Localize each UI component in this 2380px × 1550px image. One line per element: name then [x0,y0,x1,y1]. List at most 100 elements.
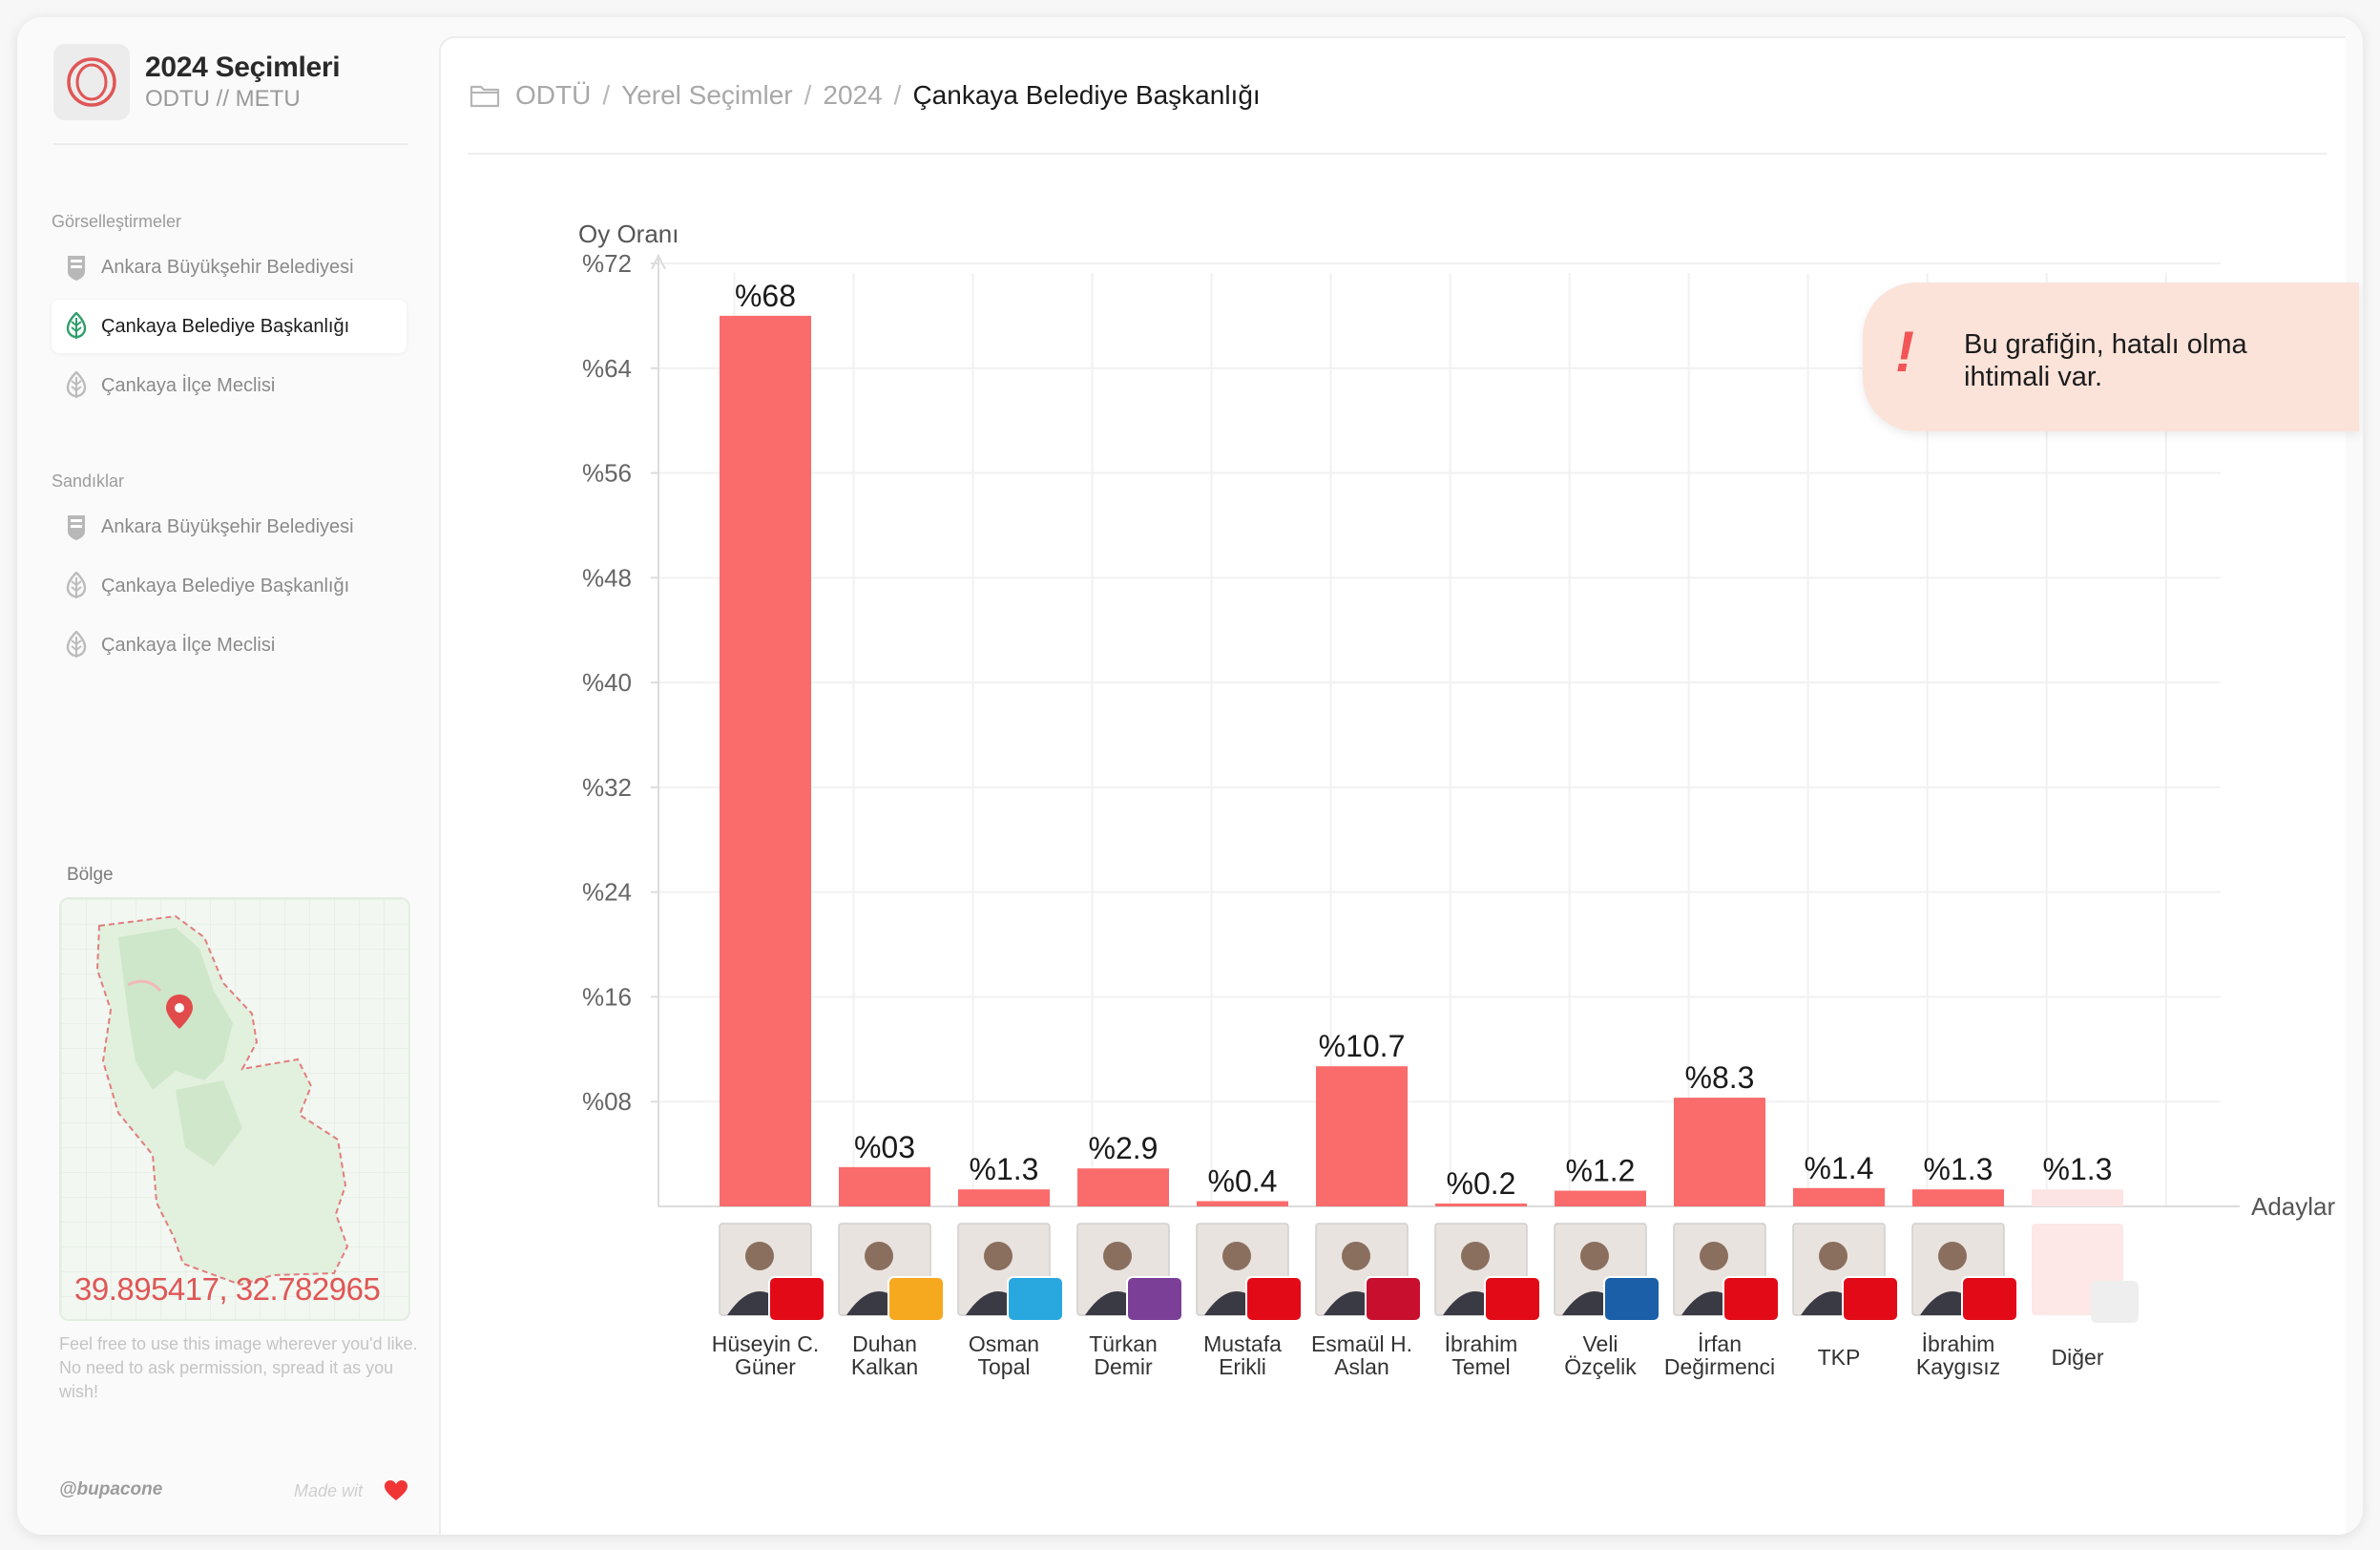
bar [1197,1201,1288,1206]
candidate-photo [838,1223,945,1322]
breadcrumb-separator: / [804,80,812,110]
person-head-icon [1461,1242,1490,1270]
person-head-icon [865,1242,893,1270]
leaf-icon [65,572,88,600]
sidebar-item-sandik-cankaya-baskanlik[interactable]: Çankaya Belediye Başkanlığı [52,559,407,613]
candidate-name: İbrahim [1445,1331,1518,1356]
party-logo-icon [1603,1276,1660,1322]
city-crest-icon [65,253,88,282]
y-axis-title: Oy Oranı [578,220,679,248]
brand[interactable]: 2024 Seçimleri ODTU // METU [53,44,341,120]
made-with-text: Made wit [294,1481,364,1500]
sidebar-item-ankara-buyuksehir[interactable]: Ankara Büyükşehir Belediyesi [52,241,407,294]
road [127,979,162,993]
breadcrumb-item-odtu[interactable]: ODTÜ [515,80,592,110]
party-logo-icon [2091,1281,2139,1323]
candidate-photo [1554,1223,1660,1322]
candidate-photo [957,1223,1064,1322]
folder-icon [470,85,500,108]
heart-icon [384,1479,408,1507]
map-grid [61,899,408,1319]
city-crest-icon [65,513,88,541]
person-head-icon [1103,1242,1132,1270]
bar [1316,1066,1408,1206]
candidate-name: Kalkan [851,1354,918,1379]
candidate-name: Demir [1094,1354,1153,1379]
section-label-ballot-boxes: Sandıklar [52,471,125,491]
person-head-icon [745,1242,774,1270]
y-tick-label: %24 [582,878,632,907]
candidate-name: Türkan [1089,1331,1158,1356]
sidebar-item-label: Çankaya Belediye Başkanlığı [101,315,350,337]
bar [839,1166,930,1206]
location-pin-icon[interactable] [166,995,193,1029]
candidate-name: Güner [735,1354,796,1379]
bar-value-label: %1.3 [1924,1152,1994,1186]
breadcrumb-item-yerel-secimler[interactable]: Yerel Seçimler [621,80,793,110]
leaf-icon [65,312,88,341]
warning-banner: ! Bu grafiğin, hatalı olma ihtimali var. [1863,283,2359,431]
breadcrumb-item-year[interactable]: 2024 [823,80,883,110]
party-logo-icon [1126,1276,1183,1322]
bar-chart: %72 %64 %56 %48 %40 %32 %24 %16 %08 Oy Oranı Adayl… [578,220,2335,1379]
candidate-name: Kaygısız [1916,1354,2000,1379]
person-head-icon [1819,1242,1848,1270]
candidate-name: Aslan [1334,1354,1389,1379]
candidate-name: Esmaül H. [1311,1331,1412,1356]
bar-value-label: %03 [854,1130,915,1164]
candidate-name: Erikli [1219,1354,1266,1379]
main-panel: ODTÜ / Yerel Seçimler / 2024 / Çankaya B… [439,36,2359,1535]
party-logo-icon [1722,1276,1780,1322]
y-tick-label: %64 [582,354,632,383]
bar [1793,1187,1885,1206]
y-tick-label: %56 [582,459,632,488]
breadcrumb-separator: / [602,80,611,110]
person-head-icon [1222,1242,1251,1270]
app-window: 2024 Seçimleri ODTU // METU Görselleştir… [17,17,2363,1535]
candidate-name: Temel [1451,1354,1510,1379]
bar-value-label: %1.2 [1566,1154,1636,1188]
sidebar-item-label: Çankaya İlçe Meclisi [101,634,276,656]
sidebar-item-cankaya-baskanlik[interactable]: Çankaya Belediye Başkanlığı [52,300,407,353]
person-head-icon [984,1242,1013,1270]
divider [53,143,408,145]
credit-text: Feel free to use this image wherever you… [59,1334,418,1401]
candidate-photo [1792,1223,1899,1322]
sidebar-item-label: Ankara Büyükşehir Belediyesi [101,515,354,537]
sidebar-item-sandik-ankara[interactable]: Ankara Büyükşehir Belediyesi [52,500,407,554]
candidate-name: İbrahim [1922,1331,1995,1356]
bar [2032,1189,2123,1206]
candidate-name: TKP [1818,1345,1861,1370]
person-head-icon [1580,1242,1609,1270]
bar-value-label: %1.4 [1805,1151,1874,1185]
sidebar-item-label: Ankara Büyükşehir Belediyesi [101,256,354,278]
x-axis-title: Adaylar [2251,1192,2335,1221]
bar-value-label: %0.4 [1208,1164,1278,1199]
sidebar-item-sandik-cankaya-meclis[interactable]: Çankaya İlçe Meclisi [52,618,407,672]
bar-value-label: %1.3 [970,1152,1039,1186]
y-tick-label: %48 [582,563,632,592]
leaf-icon [65,371,88,400]
y-tick-label: %16 [582,982,632,1011]
candidate-name: Diğer [2052,1345,2104,1370]
author-handle[interactable]: @bupacone [59,1479,163,1499]
candidate-photo [2032,1224,2139,1323]
party-logo-icon [768,1276,825,1322]
bar-value-label: %68 [735,279,796,313]
party-logo-icon [1007,1276,1064,1322]
sidebar-item-label: Çankaya İlçe Meclisi [101,374,276,396]
candidate-photo [1434,1223,1541,1322]
brand-subtitle: ODTU // METU [145,86,301,112]
party-logo-icon [887,1276,945,1322]
person-head-icon [1938,1242,1967,1270]
bar [1912,1189,2004,1206]
exclamation-icon: ! [1895,320,1914,384]
region-map[interactable]: 39.895417, 32.782965 [59,897,410,1321]
candidate-photo [1911,1223,2018,1322]
candidate-photo [1673,1223,1780,1322]
sidebar-item-cankaya-meclis[interactable]: Çankaya İlçe Meclisi [52,359,407,412]
divider [468,153,2327,155]
bar-value-label: %10.7 [1319,1029,1406,1063]
candidate-name: Hüseyin C. [712,1331,819,1356]
brand-title: 2024 Seçimleri [145,52,341,83]
